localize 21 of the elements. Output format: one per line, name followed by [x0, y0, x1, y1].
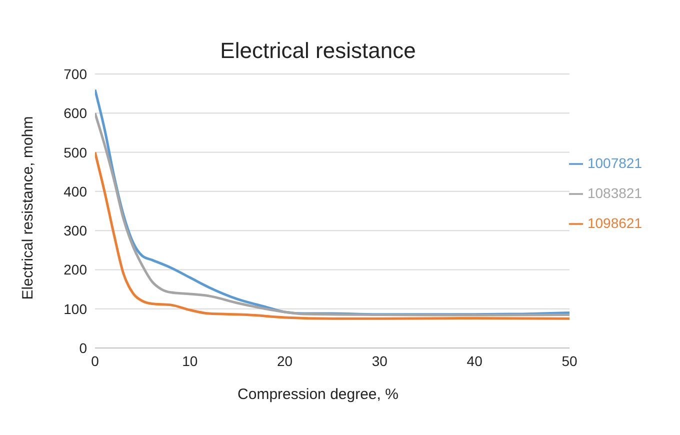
y-tick-label: 100 — [64, 300, 88, 317]
y-tick-label: 600 — [64, 105, 88, 122]
chart-title: Electrical resistance — [219, 38, 417, 64]
y-tick-label: 700 — [64, 66, 88, 82]
y-tick-label: 300 — [64, 222, 88, 239]
legend-label: 1007821 — [587, 155, 642, 171]
x-tick-label: 30 — [372, 352, 388, 369]
y-tick-label: 200 — [64, 262, 88, 278]
y-tick-label: 500 — [64, 144, 88, 160]
y-tick-label: 400 — [64, 183, 88, 200]
line-series — [95, 151, 570, 320]
y-axis-title: Electrical resistance, mohm — [20, 116, 36, 300]
y-tick-label: 0 — [79, 340, 88, 356]
x-tick-label: 50 — [562, 352, 578, 369]
x-tick-label: 10 — [182, 352, 198, 369]
x-tick-label: 0 — [91, 352, 100, 369]
x-axis-title: Compression degree, % — [236, 386, 400, 403]
legend-label: 1083821 — [587, 185, 642, 201]
x-tick-label: 20 — [277, 352, 293, 369]
legend-label: 1098621 — [587, 215, 642, 231]
x-tick-label: 40 — [466, 352, 483, 369]
